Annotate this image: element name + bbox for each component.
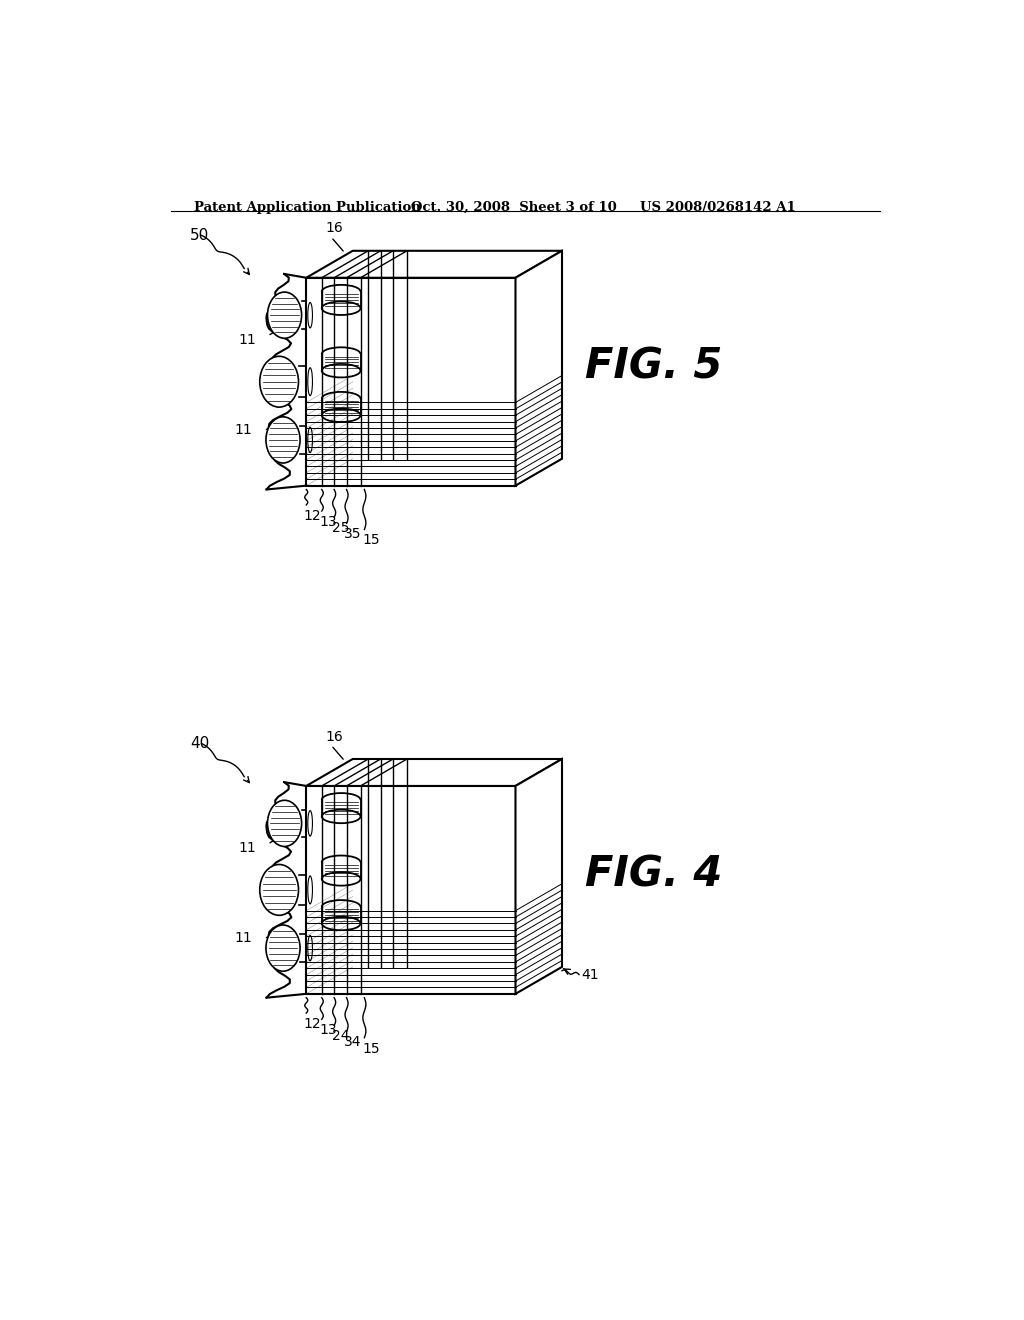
Text: 41: 41: [582, 968, 599, 982]
Text: 11: 11: [234, 931, 252, 945]
Text: 40: 40: [190, 737, 209, 751]
Text: 11: 11: [239, 841, 256, 855]
Text: FIG. 4: FIG. 4: [586, 854, 723, 895]
Text: 12: 12: [304, 508, 322, 523]
Polygon shape: [306, 785, 515, 994]
Ellipse shape: [260, 865, 299, 915]
Text: 12: 12: [304, 1016, 322, 1031]
Text: 24: 24: [332, 1030, 349, 1043]
Text: 35: 35: [344, 527, 361, 541]
Ellipse shape: [267, 292, 302, 338]
Text: 15: 15: [362, 533, 380, 548]
Text: 11: 11: [239, 333, 256, 347]
Text: 50: 50: [190, 228, 209, 243]
Text: 34: 34: [344, 1035, 361, 1049]
Text: 13: 13: [319, 515, 337, 529]
Text: 11: 11: [234, 422, 252, 437]
Text: US 2008/0268142 A1: US 2008/0268142 A1: [640, 201, 796, 214]
Ellipse shape: [260, 356, 299, 407]
Ellipse shape: [266, 925, 300, 972]
Text: 13: 13: [319, 1023, 337, 1038]
Text: 16: 16: [326, 222, 343, 235]
Polygon shape: [306, 277, 515, 486]
Text: Oct. 30, 2008  Sheet 3 of 10: Oct. 30, 2008 Sheet 3 of 10: [411, 201, 616, 214]
Polygon shape: [306, 251, 562, 277]
Polygon shape: [515, 759, 562, 994]
Polygon shape: [515, 251, 562, 486]
Polygon shape: [306, 759, 562, 785]
Text: 25: 25: [332, 521, 349, 535]
Ellipse shape: [266, 417, 300, 463]
Text: 15: 15: [362, 1041, 380, 1056]
Text: 16: 16: [326, 730, 343, 743]
Text: Patent Application Publication: Patent Application Publication: [194, 201, 421, 214]
Text: FIG. 5: FIG. 5: [586, 346, 723, 387]
Ellipse shape: [267, 800, 302, 846]
